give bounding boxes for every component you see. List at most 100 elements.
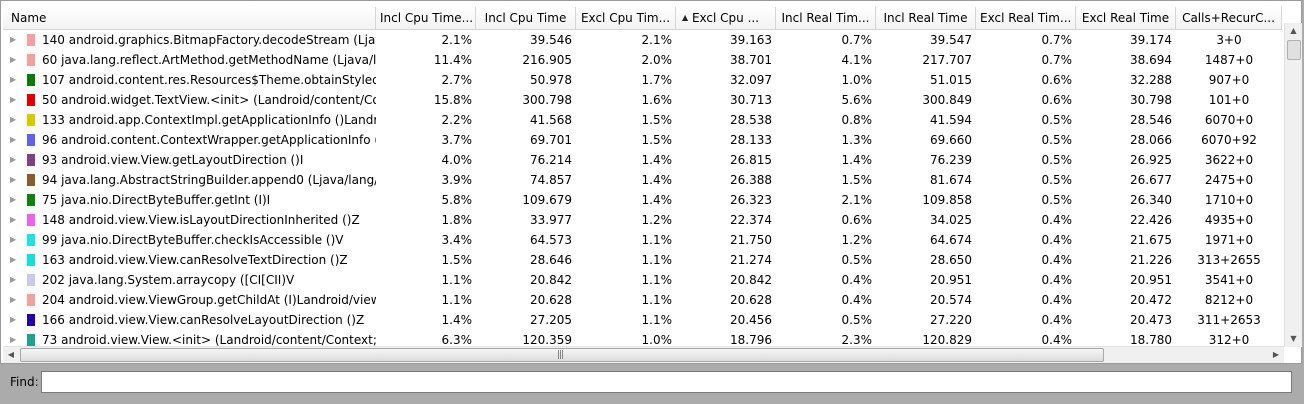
method-color-swatch [27,74,35,86]
table-row[interactable]: ▶ 96 android.content.ContextWrapper.getAp… [3,130,1282,150]
expand-arrow-icon[interactable]: ▶ [10,255,17,264]
col-incl-cpu-header[interactable]: Incl Cpu Time [476,7,576,29]
table-row[interactable]: ▶ 60 java.lang.reflect.ArtMethod.getMetho… [3,50,1282,70]
expand-arrow-icon[interactable]: ▶ [10,95,17,104]
expand-arrow-icon[interactable]: ▶ [10,295,17,304]
method-color-swatch [27,274,35,286]
method-name-cell[interactable]: ▶ 163 android.view.View.canResolveTextDir… [3,250,376,270]
expand-arrow-icon[interactable]: ▶ [10,175,17,184]
method-name-cell[interactable]: ▶ 148 android.view.View.isLayoutDirection… [3,210,376,230]
table-row[interactable]: ▶ 75 java.nio.DirectByteBuffer.getInt (I)… [3,190,1282,210]
col-incl-cpu-pct-header[interactable]: Incl Cpu Time... [376,7,476,29]
scroll-up-arrow-icon[interactable]: ▲ [1290,26,1297,35]
excl-real-cell: 20.473 [1130,313,1172,327]
sort-ascending-icon: ▲ [682,13,689,22]
method-name-cell[interactable]: ▶ 140 android.graphics.BitmapFactory.deco… [3,30,376,50]
scroll-left-arrow-icon[interactable]: ◀ [7,350,15,359]
incl-cpu-cell: 28.646 [530,253,572,267]
table-row[interactable]: ▶ 163 android.view.View.canResolveTextDir… [3,250,1282,270]
excl-cpu-pct-cell: 1.1% [641,313,673,327]
expand-arrow-icon[interactable]: ▶ [10,315,17,324]
method-name-cell[interactable]: ▶ 94 java.lang.AbstractStringBuilder.appe… [3,170,376,190]
excl-real-pct-cell: 0.5% [1041,133,1073,147]
excl-cpu-cell: 32.097 [730,73,772,87]
method-name-cell[interactable]: ▶ 133 android.app.ContextImpl.getApplicat… [3,110,376,130]
calls-cell: 313+2655 [1197,253,1261,267]
find-input[interactable] [41,371,1292,393]
method-color-swatch [27,114,35,126]
horizontal-scroll-thumb[interactable]: ||| [20,348,1104,362]
excl-cpu-pct-cell: 1.4% [641,173,673,187]
method-name-cell[interactable]: ▶ 202 java.lang.System.arraycopy ([CI[CII… [3,270,376,290]
table-body[interactable]: ▶ 140 android.graphics.BitmapFactory.deco… [3,30,1282,346]
table-row[interactable]: ▶ 204 android.view.ViewGroup.getChildAt (… [3,290,1282,310]
method-name-cell[interactable]: ▶ 99 java.nio.DirectByteBuffer.checkIsAcc… [3,230,376,250]
horizontal-scrollbar[interactable]: ◀ ||| ▶ [3,346,1284,363]
expand-arrow-icon[interactable]: ▶ [10,135,17,144]
column-label: Incl Cpu Time... [380,11,474,25]
col-excl-cpu-pct-header[interactable]: Excl Cpu Tim... [576,7,676,29]
excl-real-pct-cell: 0.7% [1041,33,1073,47]
incl-cpu-pct-cell: 1.4% [441,313,473,327]
expand-arrow-icon[interactable]: ▶ [10,235,17,244]
table-row[interactable]: ▶ 148 android.view.View.isLayoutDirection… [3,210,1282,230]
col-excl-real-pct-header[interactable]: Excl Real Tim... [976,7,1076,29]
method-name-cell[interactable]: ▶ 93 android.view.View.getLayoutDirection… [3,150,376,170]
excl-cpu-cell: 28.538 [730,113,772,127]
col-name-header[interactable]: Name [3,7,376,29]
column-label: Incl Cpu Time [484,11,567,25]
method-name-cell[interactable]: ▶ 107 android.content.res.Resources$Theme… [3,70,376,90]
expand-arrow-icon[interactable]: ▶ [10,75,17,84]
expand-arrow-icon[interactable]: ▶ [10,215,17,224]
method-name-cell[interactable]: ▶ 96 android.content.ContextWrapper.getAp… [3,130,376,150]
calls-cell: 3+0 [1216,33,1242,47]
table-row[interactable]: ▶ 94 java.lang.AbstractStringBuilder.appe… [3,170,1282,190]
scroll-right-arrow-icon[interactable]: ▶ [1272,350,1280,359]
vertical-scrollbar[interactable]: ▲ ▼ [1284,23,1302,347]
col-excl-cpu-header[interactable]: ▲ Excl Cpu ... [676,7,776,29]
method-name-text: 60 java.lang.reflect.ArtMethod.getMethod… [42,53,376,67]
expand-arrow-icon[interactable]: ▶ [10,195,17,204]
incl-real-cell: 64.674 [930,233,972,247]
expand-arrow-icon[interactable]: ▶ [10,335,17,344]
incl-real-pct-cell: 1.0% [841,73,873,87]
expand-arrow-icon[interactable]: ▶ [10,275,17,284]
expand-arrow-icon[interactable]: ▶ [10,35,17,44]
col-incl-real-pct-header[interactable]: Incl Real Tim... [776,7,876,29]
method-name-cell[interactable]: ▶ 75 java.nio.DirectByteBuffer.getInt (I)… [3,190,376,210]
method-name-text: 93 android.view.View.getLayoutDirection … [42,153,304,167]
table-row[interactable]: ▶ 99 java.nio.DirectByteBuffer.checkIsAcc… [3,230,1282,250]
method-color-swatch [27,334,35,346]
expand-arrow-icon[interactable]: ▶ [10,55,17,64]
grip-icon: ||| [557,350,564,360]
scroll-down-arrow-icon[interactable]: ▼ [1290,334,1297,343]
incl-real-cell: 300.849 [922,93,972,107]
table-row[interactable]: ▶ 73 android.view.View.<init> (Landroid/c… [3,330,1282,346]
incl-cpu-pct-cell: 1.1% [441,293,473,307]
excl-cpu-pct-cell: 1.1% [641,273,673,287]
expand-arrow-icon[interactable]: ▶ [10,115,17,124]
table-row[interactable]: ▶ 202 java.lang.System.arraycopy ([CI[CII… [3,270,1282,290]
col-calls-header[interactable]: Calls+RecurC... [1176,7,1282,29]
vertical-scroll-thumb[interactable] [1287,40,1301,60]
excl-real-pct-cell: 0.4% [1041,233,1073,247]
method-name-cell[interactable]: ▶ 73 android.view.View.<init> (Landroid/c… [3,330,376,346]
method-name-cell[interactable]: ▶ 50 android.widget.TextView.<init> (Land… [3,90,376,110]
col-excl-real-header[interactable]: Excl Real Time [1076,7,1176,29]
excl-cpu-cell: 28.133 [730,133,772,147]
excl-real-cell: 32.288 [1130,73,1172,87]
col-incl-real-header[interactable]: Incl Real Time [876,7,976,29]
table-row[interactable]: ▶ 140 android.graphics.BitmapFactory.deco… [3,30,1282,50]
method-name-cell[interactable]: ▶ 60 java.lang.reflect.ArtMethod.getMetho… [3,50,376,70]
method-name-cell[interactable]: ▶ 204 android.view.ViewGroup.getChildAt (… [3,290,376,310]
table-row[interactable]: ▶ 133 android.app.ContextImpl.getApplicat… [3,110,1282,130]
table-row[interactable]: ▶ 107 android.content.res.Resources$Theme… [3,70,1282,90]
incl-cpu-cell: 216.905 [522,53,572,67]
table-row[interactable]: ▶ 50 android.widget.TextView.<init> (Land… [3,90,1282,110]
table-row[interactable]: ▶ 93 android.view.View.getLayoutDirection… [3,150,1282,170]
table-row[interactable]: ▶ 166 android.view.View.canResolveLayoutD… [3,310,1282,330]
incl-real-pct-cell: 1.2% [841,233,873,247]
method-name-cell[interactable]: ▶ 166 android.view.View.canResolveLayoutD… [3,310,376,330]
expand-arrow-icon[interactable]: ▶ [10,155,17,164]
excl-cpu-cell: 38.701 [730,53,772,67]
